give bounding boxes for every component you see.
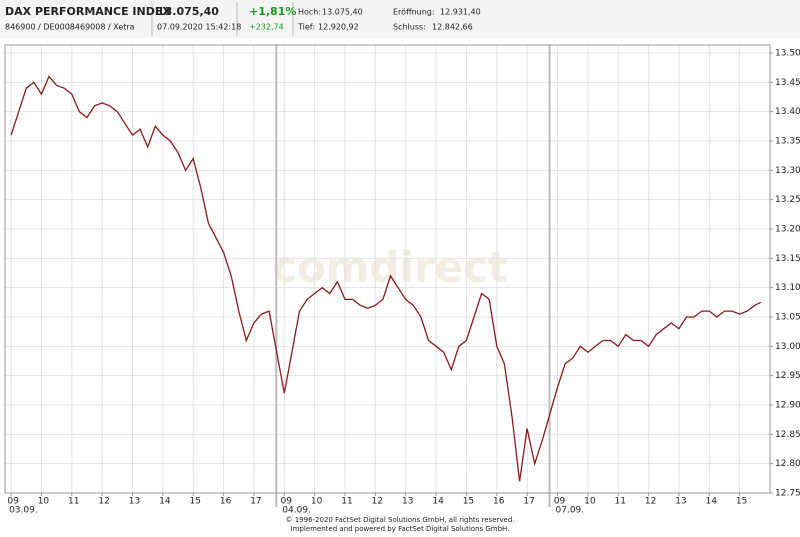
y-tick-label: 13.200 — [775, 225, 800, 235]
y-tick-label: 13.350 — [775, 137, 800, 147]
y-tick-label: 13.500 — [775, 49, 800, 59]
x-tick-label: 12 — [98, 497, 109, 507]
x-tick-label: 12 — [372, 497, 383, 507]
plot-frame — [4, 44, 771, 494]
x-tick-label: 12 — [645, 497, 656, 507]
x-tick-label: 09 — [7, 497, 19, 507]
open-label: Eröffnung: — [393, 8, 435, 17]
y-tick-label: 13.250 — [775, 195, 800, 205]
x-tick-label: 10 — [311, 497, 323, 507]
y-tick-label: 12.850 — [775, 430, 800, 440]
close-label: Schluss: — [393, 23, 426, 32]
y-tick-label: 12.950 — [775, 371, 800, 381]
y-tick-label: 13.000 — [775, 342, 800, 352]
timestamp: 07.09.2020 15:42:18 — [157, 23, 241, 32]
x-tick-label: 14 — [432, 497, 444, 507]
y-tick-label: 12.900 — [775, 401, 800, 411]
y-tick-label: 13.450 — [775, 78, 800, 88]
header-band — [0, 0, 800, 38]
plot — [5, 45, 770, 507]
x-tick-label: 17 — [523, 497, 534, 507]
y-tick-label: 13.400 — [775, 107, 800, 117]
y-tick-label: 13.100 — [775, 283, 800, 293]
x-tick-label: 13 — [675, 497, 686, 507]
x-tick-label: 16 — [220, 497, 232, 507]
low: 12.920,92 — [318, 23, 359, 32]
x-tick-label: 16 — [493, 497, 505, 507]
x-tick-label: 11 — [68, 497, 79, 507]
x-tick-label: 10 — [584, 497, 596, 507]
high: 13.075,40 — [322, 8, 363, 17]
close: 12.842,66 — [432, 23, 473, 32]
title: DAX PERFORMANCE INDEX — [5, 5, 171, 18]
day-label: 03.09. — [9, 506, 38, 516]
day-label: 04.09. — [282, 506, 311, 516]
y-tick-label: 12.800 — [775, 459, 800, 469]
high-label: Hoch: — [298, 8, 321, 17]
x-tick-label: 09 — [554, 497, 566, 507]
day-label: 07.09. — [556, 506, 585, 516]
x-tick-label: 17 — [250, 497, 261, 507]
low-label: Tief: — [297, 23, 315, 32]
x-tick-label: 09 — [281, 497, 293, 507]
change-abs: +232,74 — [249, 23, 284, 32]
x-tick-label: 13 — [129, 497, 140, 507]
y-tick-label: 12.750 — [775, 489, 800, 499]
x-tick-label: 14 — [706, 497, 718, 507]
ids: 846900 / DE0008469008 / Xetra — [5, 23, 135, 32]
x-tick-label: 14 — [159, 497, 171, 507]
watermark: comdirect — [272, 243, 508, 292]
y-tick-label: 13.150 — [775, 254, 800, 264]
price-line — [10, 75, 762, 482]
x-tick-label: 11 — [341, 497, 352, 507]
x-tick-label: 15 — [736, 497, 747, 507]
x-tick-label: 15 — [463, 497, 474, 507]
y-tick-label: 13.300 — [775, 166, 800, 176]
x-tick-label: 10 — [38, 497, 50, 507]
y-tick-label: 13.050 — [775, 313, 800, 323]
footer-line: © 1996-2020 FactSet Digital Solutions Gm… — [285, 516, 514, 524]
footer-line: Implemented and powered by FactSet Digit… — [291, 525, 510, 533]
change-pct: +1,81% — [249, 5, 296, 18]
price: 13.075,40 — [157, 5, 219, 18]
open: 12.931,40 — [440, 8, 481, 17]
x-tick-label: 15 — [189, 497, 200, 507]
x-tick-label: 11 — [614, 497, 625, 507]
x-tick-label: 13 — [402, 497, 413, 507]
